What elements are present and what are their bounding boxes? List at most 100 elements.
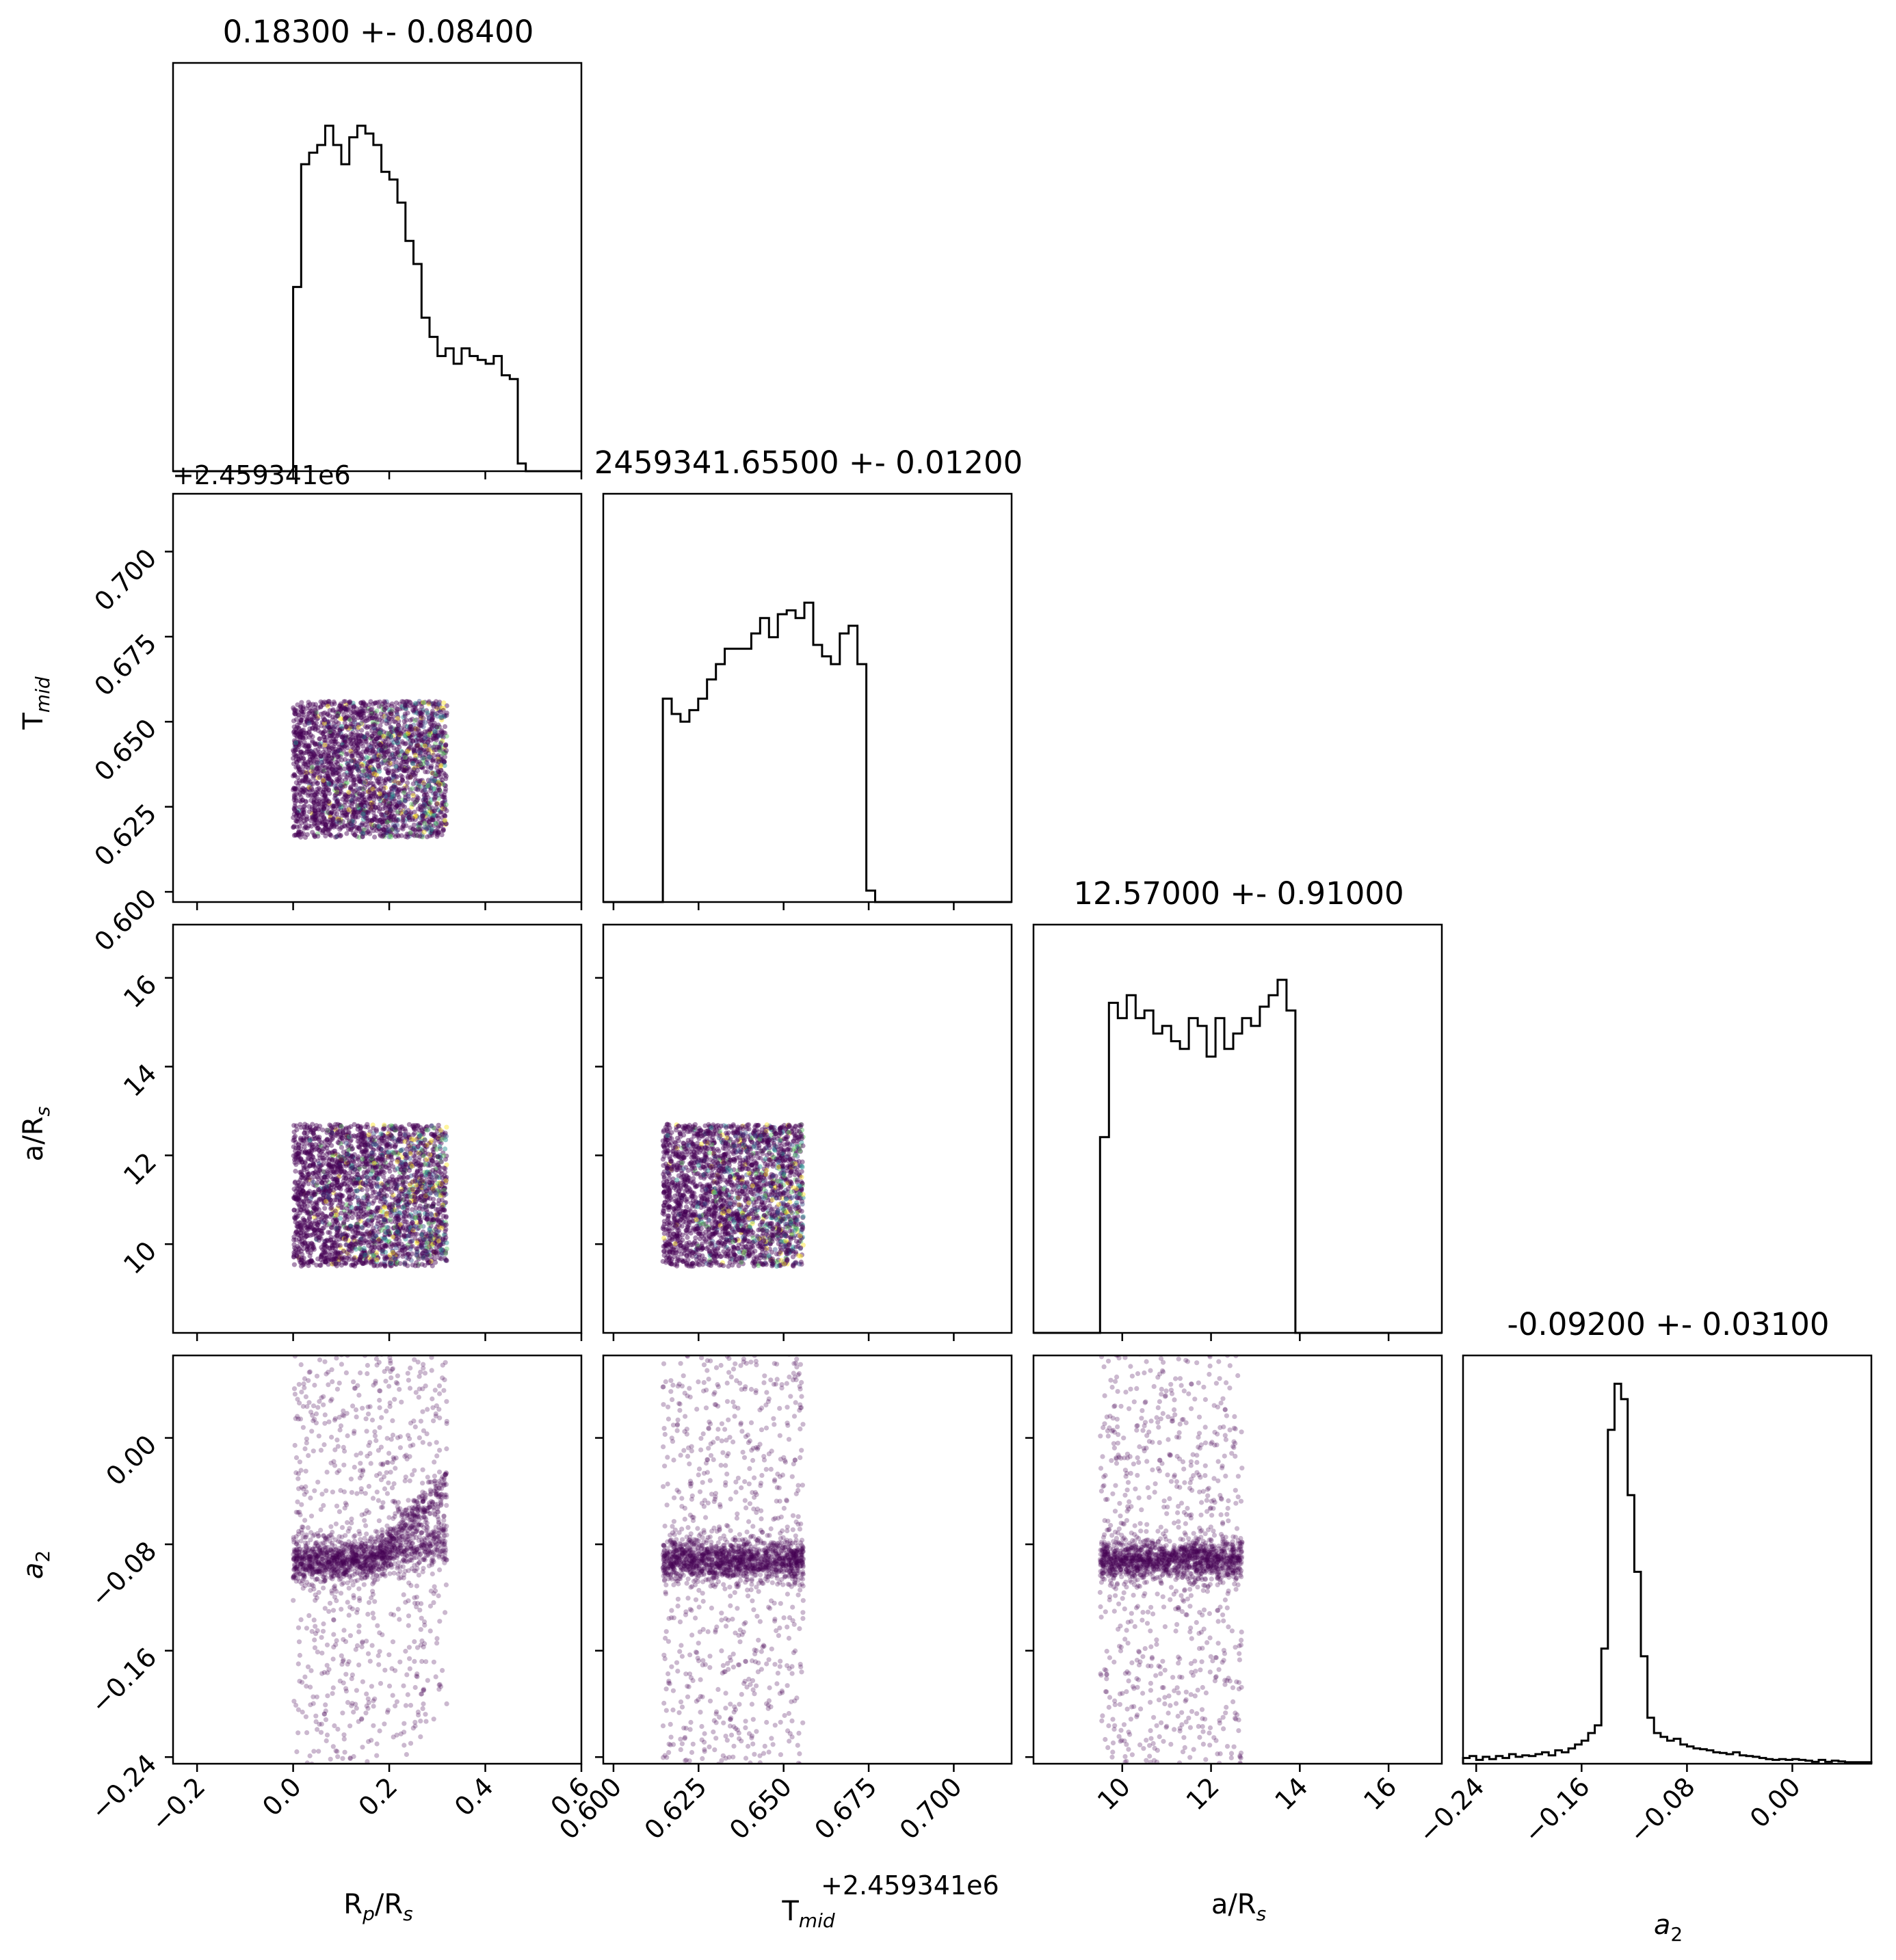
scatter-point bbox=[351, 715, 356, 721]
scatter-point bbox=[384, 795, 390, 801]
scatter-point bbox=[427, 743, 432, 749]
scatter-point bbox=[406, 699, 412, 704]
scatter-point bbox=[323, 773, 328, 779]
scatter-point bbox=[295, 832, 301, 838]
scatter-point bbox=[326, 721, 332, 727]
scatter-point bbox=[420, 765, 425, 771]
scatter-point bbox=[438, 757, 445, 763]
scatter-point bbox=[388, 801, 393, 806]
scatter-point bbox=[423, 797, 429, 803]
scatter-point bbox=[409, 786, 415, 791]
scatter-point bbox=[410, 1226, 416, 1232]
scatter-point bbox=[355, 745, 360, 751]
scatter-point bbox=[327, 832, 332, 837]
scatter-point bbox=[345, 727, 351, 732]
scatter-point bbox=[382, 711, 387, 716]
scatter-point bbox=[438, 741, 444, 746]
scatter-point bbox=[383, 797, 389, 802]
scatter-point bbox=[406, 746, 412, 752]
scatter-point bbox=[378, 735, 383, 741]
scatter-point bbox=[358, 761, 364, 767]
scatter-point bbox=[348, 777, 354, 783]
scatter-point bbox=[365, 747, 370, 752]
scatter-point bbox=[338, 817, 343, 823]
scatter-point bbox=[301, 786, 306, 792]
scatter-point bbox=[427, 825, 432, 830]
scatter-point bbox=[440, 804, 445, 810]
scatter-point bbox=[371, 1126, 376, 1131]
scatter-point bbox=[425, 739, 430, 745]
scatter-point bbox=[370, 804, 376, 810]
scatter-point bbox=[358, 802, 364, 808]
scatter-point bbox=[328, 780, 334, 786]
scatter-point bbox=[432, 791, 438, 797]
scatter-point bbox=[364, 725, 370, 730]
scatter-point bbox=[442, 763, 447, 768]
scatter-point bbox=[349, 798, 354, 804]
scatter-point bbox=[379, 715, 384, 720]
scatter-point bbox=[328, 815, 333, 820]
scatter-point bbox=[362, 705, 368, 711]
scatter-point bbox=[373, 721, 378, 727]
scatter-point bbox=[435, 725, 441, 730]
scatter-point bbox=[386, 771, 392, 776]
scatter-point bbox=[414, 794, 420, 799]
scatter-point bbox=[328, 730, 334, 736]
scatter-point bbox=[308, 1195, 313, 1202]
scatter-point bbox=[430, 805, 435, 810]
scatter-point bbox=[444, 703, 449, 708]
scatter-point bbox=[358, 823, 364, 828]
scatter-point bbox=[319, 791, 325, 797]
scatter-point bbox=[337, 834, 343, 839]
scatter-point bbox=[325, 755, 330, 761]
scatter-point bbox=[376, 733, 382, 739]
scatter-point bbox=[367, 759, 372, 765]
scatter-point bbox=[427, 727, 432, 732]
scatter-point bbox=[358, 1252, 364, 1258]
scatter-point bbox=[334, 759, 339, 765]
scatter-point bbox=[412, 1154, 418, 1160]
scatter-point bbox=[399, 789, 405, 794]
scatter-point bbox=[421, 756, 426, 761]
scatter-point bbox=[333, 746, 339, 752]
scatter-point bbox=[371, 810, 376, 816]
scatter-point bbox=[367, 768, 373, 773]
scatter-point bbox=[394, 747, 400, 752]
scatter-point bbox=[363, 808, 368, 814]
scatter-point bbox=[291, 752, 297, 757]
scatter-point bbox=[312, 808, 317, 813]
scatter-point bbox=[406, 793, 411, 799]
scatter-point bbox=[387, 818, 393, 823]
scatter-point bbox=[315, 705, 321, 711]
scatter-point bbox=[437, 789, 443, 794]
scatter-point bbox=[357, 1245, 363, 1251]
scatter-point bbox=[351, 724, 357, 730]
scatter-point bbox=[308, 1127, 314, 1133]
scatter-point bbox=[406, 791, 411, 797]
scatter-point bbox=[322, 793, 328, 798]
scatter-point bbox=[416, 825, 422, 830]
scatter-point bbox=[336, 815, 341, 821]
scatter-point bbox=[371, 790, 378, 795]
scatter-point bbox=[430, 711, 435, 716]
scatter-point bbox=[407, 733, 413, 739]
scatter-point bbox=[437, 782, 443, 787]
scatter-point bbox=[371, 752, 377, 757]
scatter-point bbox=[360, 702, 366, 707]
scatter-point bbox=[343, 777, 348, 782]
scatter-point bbox=[335, 817, 341, 823]
scatter-point bbox=[435, 732, 440, 738]
scatter-point bbox=[360, 806, 366, 812]
scatter-point bbox=[360, 734, 365, 739]
scatter-point bbox=[322, 728, 328, 734]
scatter-point bbox=[311, 773, 317, 779]
scatter-point bbox=[443, 1227, 449, 1232]
scatter-point bbox=[377, 699, 382, 704]
scatter-point bbox=[338, 763, 343, 769]
scatter-point bbox=[304, 730, 309, 736]
scatter-point bbox=[352, 759, 358, 765]
scatter-point bbox=[363, 766, 369, 771]
scatter-point bbox=[406, 736, 411, 741]
scatter-point bbox=[394, 829, 399, 834]
scatter-point bbox=[371, 721, 376, 727]
